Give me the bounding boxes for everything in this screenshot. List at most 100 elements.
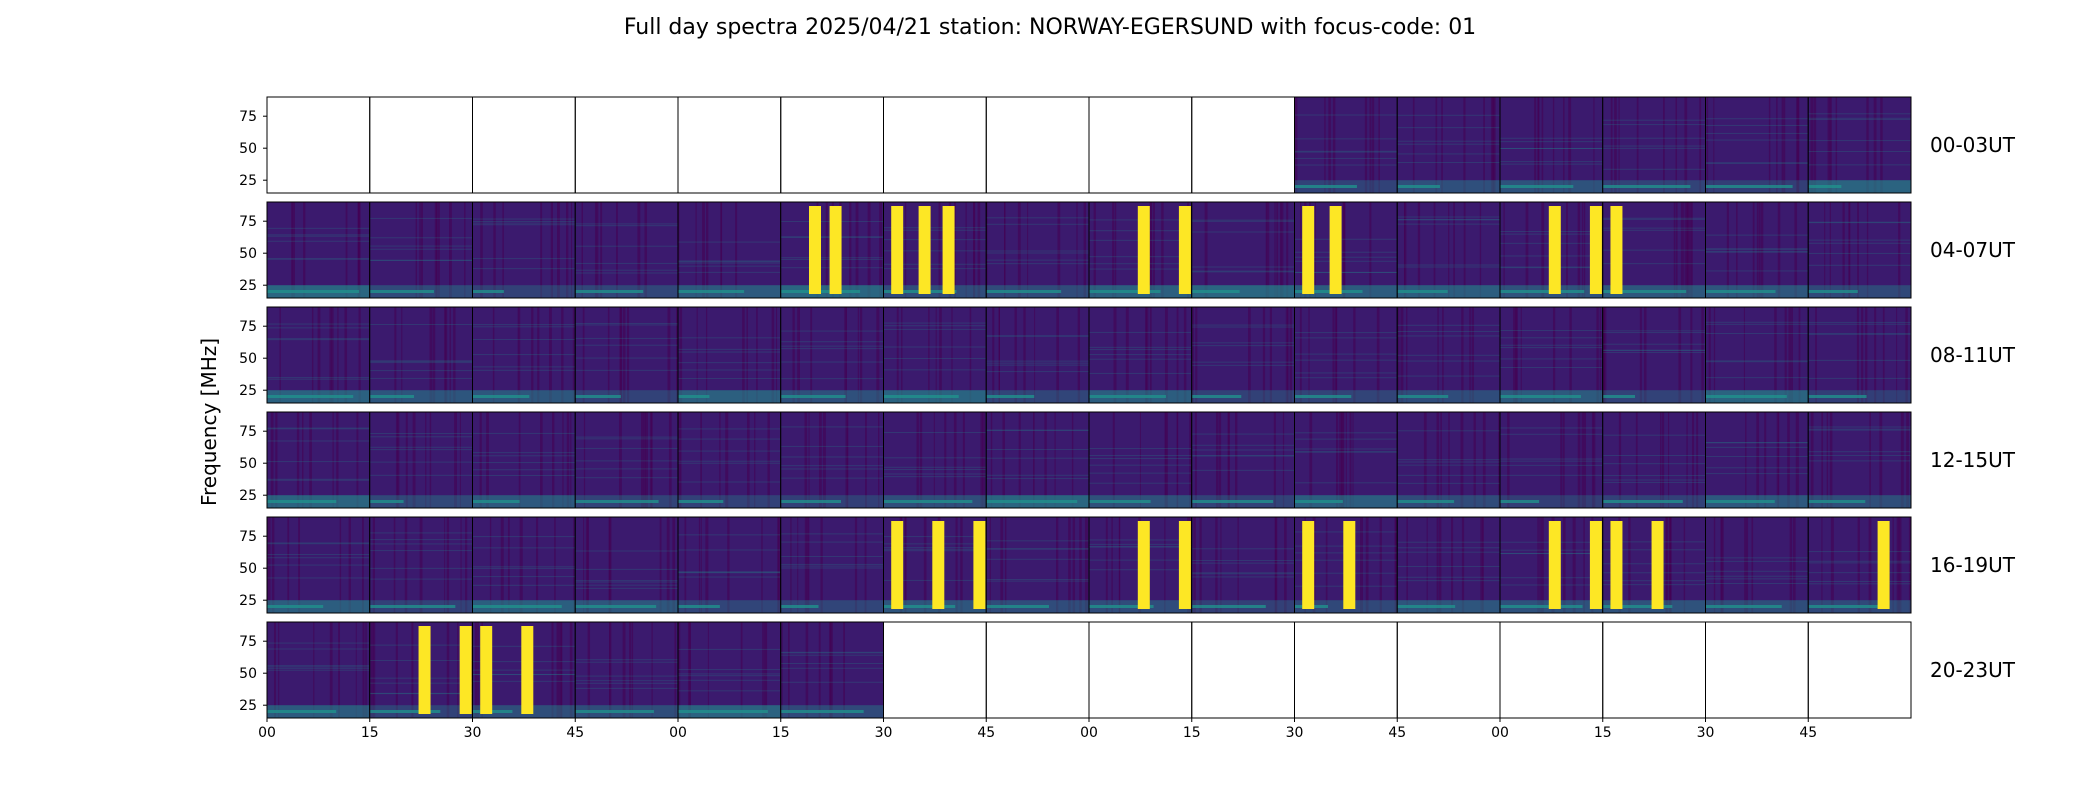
low-frequency-line xyxy=(267,500,337,503)
vertical-stripe xyxy=(1111,517,1113,613)
horizontal-stripe xyxy=(1191,326,1295,328)
vertical-stripe xyxy=(419,517,423,613)
vertical-stripe xyxy=(311,307,314,403)
horizontal-stripe xyxy=(986,252,1089,254)
low-frequency-band xyxy=(678,600,781,613)
horizontal-stripe xyxy=(1500,366,1603,368)
low-frequency-line xyxy=(1397,290,1448,293)
vertical-stripe xyxy=(1490,97,1494,193)
y-axis-label: Frequency [MHz] xyxy=(197,338,221,506)
panel-background xyxy=(986,307,1089,403)
vertical-stripe xyxy=(1562,412,1565,508)
vertical-stripe xyxy=(1473,412,1476,508)
horizontal-stripe xyxy=(1808,426,1911,428)
spectrum-panel xyxy=(1396,621,1501,719)
vertical-stripe xyxy=(830,622,833,718)
horizontal-stripe xyxy=(986,360,1089,362)
vertical-stripe xyxy=(982,412,985,508)
vertical-stripe xyxy=(1683,517,1686,613)
horizontal-stripe xyxy=(1808,580,1911,582)
spectrum-panel xyxy=(1705,411,1809,509)
vertical-stripe xyxy=(566,202,569,298)
vertical-stripe xyxy=(548,307,552,403)
low-frequency-line xyxy=(1500,290,1585,293)
vertical-stripe xyxy=(1165,412,1168,508)
horizontal-stripe xyxy=(1602,463,1706,465)
vertical-stripe xyxy=(1336,307,1338,403)
y-tick-label: 50 xyxy=(239,141,257,157)
spectrum-panel xyxy=(985,201,1090,299)
horizontal-stripe xyxy=(1294,256,1398,258)
horizontal-stripe xyxy=(1602,475,1706,477)
spectrum-panel xyxy=(985,411,1090,509)
vertical-stripe xyxy=(720,202,722,298)
spectrum-panel xyxy=(677,201,782,299)
vertical-stripe xyxy=(1417,202,1421,298)
vertical-stripe xyxy=(454,412,457,508)
low-frequency-line xyxy=(780,500,842,503)
vertical-stripe xyxy=(1002,412,1005,508)
vertical-stripe xyxy=(1507,412,1510,508)
x-tick-label: 45 xyxy=(1799,725,1817,741)
horizontal-stripe xyxy=(1294,432,1398,434)
vertical-stripe xyxy=(756,307,758,403)
horizontal-stripe xyxy=(780,477,884,479)
horizontal-stripe xyxy=(1397,430,1500,432)
panel-background xyxy=(883,412,987,508)
vertical-stripe xyxy=(1453,202,1456,298)
vertical-stripe xyxy=(518,307,521,403)
burst-mark xyxy=(1343,521,1356,609)
horizontal-stripe xyxy=(1705,332,1809,334)
horizontal-stripe xyxy=(1191,271,1295,273)
vertical-stripe xyxy=(1397,307,1400,403)
horizontal-stripe xyxy=(1808,140,1911,142)
vertical-stripe xyxy=(828,622,832,718)
spectrum-panel xyxy=(1499,411,1604,509)
horizontal-stripe xyxy=(883,457,987,459)
low-frequency-line xyxy=(1500,185,1574,188)
low-frequency-line xyxy=(472,395,530,398)
vertical-stripe xyxy=(1764,412,1767,508)
horizontal-stripe xyxy=(472,469,576,471)
low-frequency-line xyxy=(1500,500,1540,503)
vertical-stripe xyxy=(843,622,846,718)
panel-background xyxy=(780,517,884,613)
horizontal-stripe xyxy=(472,432,576,434)
horizontal-stripe xyxy=(1191,342,1295,344)
vertical-stripe xyxy=(540,412,543,508)
vertical-stripe xyxy=(684,517,687,613)
low-frequency-line xyxy=(678,605,720,608)
low-frequency-line xyxy=(1294,185,1357,188)
low-frequency-band xyxy=(1808,180,1911,193)
vertical-stripe xyxy=(629,622,632,718)
y-tick-label: 25 xyxy=(239,698,257,714)
horizontal-stripe xyxy=(267,339,370,341)
y-tick-label: 75 xyxy=(239,424,257,440)
vertical-stripe xyxy=(1581,412,1584,508)
horizontal-stripe xyxy=(1705,248,1809,250)
horizontal-stripe xyxy=(472,366,576,368)
vertical-stripe xyxy=(1483,97,1485,193)
row-label: 08-11UT xyxy=(1930,343,2016,367)
horizontal-stripe xyxy=(883,268,987,270)
vertical-stripe xyxy=(500,517,504,613)
vertical-stripe xyxy=(519,517,522,613)
horizontal-stripe xyxy=(1191,573,1295,575)
vertical-stripe xyxy=(1265,202,1268,298)
vertical-stripe xyxy=(965,202,967,298)
panel-background xyxy=(780,412,884,508)
horizontal-stripe xyxy=(1808,460,1911,462)
horizontal-stripe xyxy=(780,652,884,654)
vertical-stripe xyxy=(566,412,570,508)
vertical-stripe xyxy=(1282,412,1285,508)
horizontal-stripe xyxy=(1397,354,1500,356)
vertical-stripe xyxy=(365,622,367,718)
vertical-stripe xyxy=(1815,307,1817,403)
burst-mark xyxy=(1610,206,1623,294)
horizontal-stripe xyxy=(1705,250,1809,252)
horizontal-stripe xyxy=(678,348,781,350)
vertical-stripe xyxy=(373,622,376,718)
vertical-stripe xyxy=(1663,97,1665,193)
vertical-stripe xyxy=(1079,517,1082,613)
panel-background xyxy=(1500,412,1603,508)
